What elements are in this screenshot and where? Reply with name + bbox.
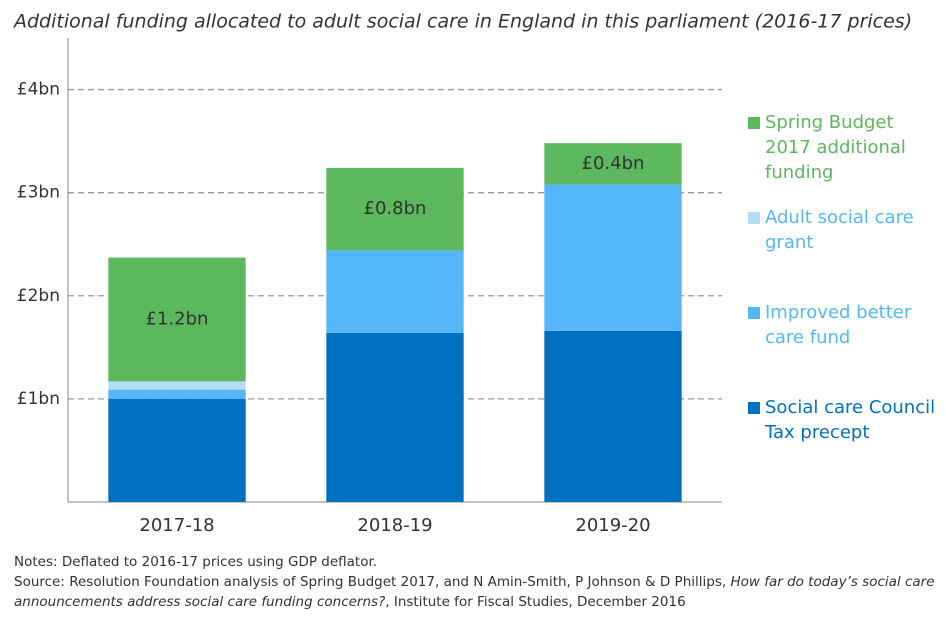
legend-swatch (748, 402, 760, 414)
legend-swatch (748, 117, 760, 129)
bar-segment (544, 184, 682, 331)
legend-item: Adult social care grant (746, 205, 942, 255)
legend-item: Improved better care fund (746, 300, 942, 350)
value-label: £0.8bn (364, 198, 427, 219)
bar-segment (544, 330, 682, 502)
bar-segment (108, 257, 246, 382)
notes-line: Notes: Deflated to 2016-17 prices using … (14, 554, 378, 570)
bar-segment (108, 381, 246, 390)
value-label: £1.2bn (146, 308, 209, 329)
value-label: £0.4bn (582, 153, 645, 174)
y-tick-label: £4bn (17, 80, 60, 100)
legend-label: Spring Budget 2017 additional funding (765, 112, 906, 183)
notes: Notes: Deflated to 2016-17 prices using … (14, 552, 939, 612)
bar-segment (544, 143, 682, 185)
legend-item: Social care Council Tax precept (746, 395, 942, 445)
legend-swatch (748, 307, 760, 319)
y-tick-label: £2bn (17, 286, 60, 306)
legend-label: Social care Council Tax precept (765, 397, 936, 443)
source: Source: Resolution Foundation analysis o… (14, 572, 939, 612)
bar-segment (326, 167, 464, 251)
legend-item: Spring Budget 2017 additional funding (746, 110, 942, 185)
legend-swatch (748, 212, 760, 224)
chart-title: Additional funding allocated to adult so… (12, 11, 912, 33)
x-tick-label: 2018-19 (357, 515, 432, 536)
bar-segment (108, 398, 246, 502)
y-tick-label: £1bn (17, 389, 60, 409)
source-text: Source: Resolution Foundation analysis o… (14, 574, 731, 590)
y-tick-label: £3bn (17, 183, 60, 203)
legend-label: Improved better care fund (765, 302, 912, 348)
x-tick-label: 2017-18 (139, 515, 214, 536)
source-title: How far do today’s social care announcem… (14, 574, 935, 610)
legend-label: Adult social care grant (765, 207, 914, 253)
x-tick-label: 2019-20 (575, 515, 650, 536)
bar-segment (326, 332, 464, 502)
source-text: , Institute for Fiscal Studies, December… (385, 594, 686, 610)
bar-segment (108, 389, 246, 399)
bar-segment (326, 250, 464, 333)
